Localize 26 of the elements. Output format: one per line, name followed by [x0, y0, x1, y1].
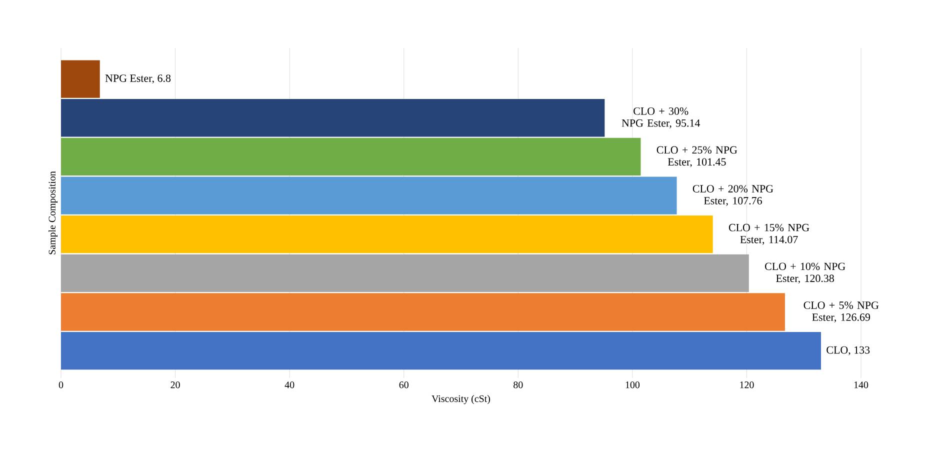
bar	[61, 138, 641, 176]
data-label: NPG Ester, 6.8	[105, 74, 171, 84]
bar	[61, 216, 713, 254]
x-axis-title: Viscosity (cSt)	[432, 395, 490, 404]
x-tick-label: 40	[284, 382, 294, 388]
x-tick-label: 100	[626, 382, 640, 388]
bar	[61, 254, 749, 292]
bar	[61, 293, 785, 331]
data-label: CLO, 133	[826, 346, 870, 356]
x-tick-label: 20	[170, 382, 180, 388]
data-label: CLO + 15% NPG Ester, 114.07	[728, 224, 810, 245]
y-axis-title: Sample Composition	[48, 171, 58, 254]
data-label: CLO + 30% NPG Ester, 95.14	[622, 107, 700, 128]
bar	[61, 99, 605, 137]
data-label: CLO + 25% NPG Ester, 101.45	[656, 146, 738, 168]
x-tick-label: 60	[399, 382, 408, 388]
bar	[61, 176, 677, 214]
data-label: CLO + 10% NPG Ester, 120.38	[765, 262, 846, 284]
x-tick-label: 120	[740, 382, 754, 388]
x-tick-label: 0	[58, 382, 64, 388]
bar	[61, 60, 100, 98]
x-tick-label: 140	[854, 382, 868, 388]
data-label: CLO + 5% NPG Ester, 126.69	[804, 302, 879, 322]
bar	[61, 332, 822, 370]
x-tick-label: 80	[514, 382, 523, 388]
data-label: CLO + 20% NPG Ester, 107.76	[692, 185, 774, 206]
